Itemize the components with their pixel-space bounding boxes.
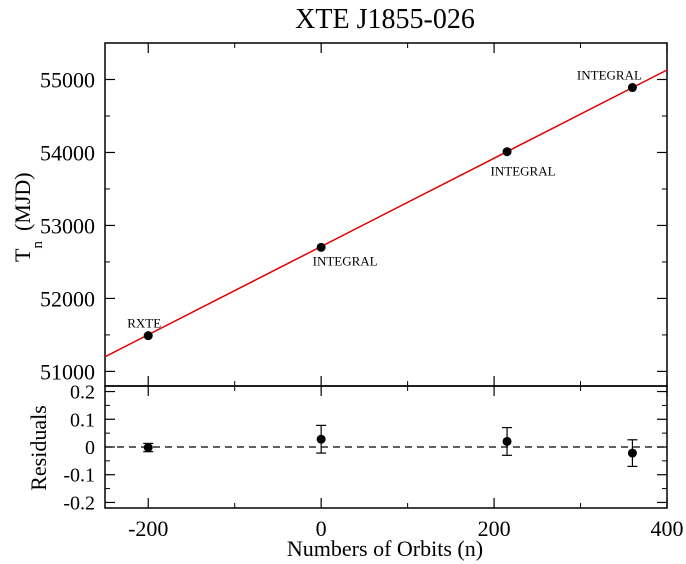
residuals-data-points bbox=[143, 424, 638, 468]
residual-data-point bbox=[502, 436, 512, 446]
residual-point-group bbox=[316, 424, 327, 454]
residual-point-group bbox=[143, 442, 154, 453]
residual-data-point bbox=[627, 448, 637, 458]
x-tick-label: -200 bbox=[128, 516, 168, 541]
y-label-subscript: n bbox=[30, 241, 46, 249]
main-data-point bbox=[502, 147, 512, 157]
res-y-tick-label: 0.2 bbox=[70, 382, 95, 404]
res-y-tick-label: -0.2 bbox=[63, 492, 95, 514]
main-y-tick-label: 55000 bbox=[40, 67, 95, 92]
x-axis-label: Numbers of Orbits (n) bbox=[287, 536, 483, 561]
main-y-tick-label: 52000 bbox=[40, 286, 95, 311]
fit-line bbox=[104, 69, 668, 358]
main-axis-ticks: 51000 52000 53000 54000 55000 bbox=[40, 42, 668, 386]
residuals-axis-ticks: -200 0 200 400 -0.2 -0.1 0 0.1 0.2 bbox=[63, 382, 683, 541]
main-plot-frame bbox=[104, 42, 668, 387]
main-y-tick-label: 51000 bbox=[40, 359, 95, 384]
y-label-main: T bbox=[10, 248, 35, 262]
main-data-point bbox=[143, 331, 153, 341]
chart-title: XTE J1855-026 bbox=[295, 4, 475, 35]
x-tick-label: 0 bbox=[316, 516, 327, 541]
residuals-panel: -200 0 200 400 -0.2 -0.1 0 0.1 0.2 bbox=[63, 382, 683, 541]
residual-point-group bbox=[627, 439, 638, 468]
x-tick-label: 200 bbox=[478, 516, 511, 541]
residuals-y-axis-label: Residuals bbox=[26, 405, 51, 491]
point-annotation: RXTE bbox=[127, 316, 161, 331]
res-y-tick-label: -0.1 bbox=[63, 465, 95, 487]
main-data-point bbox=[316, 242, 326, 252]
point-annotation: INTEGRAL bbox=[577, 68, 642, 83]
main-y-tick-label: 53000 bbox=[40, 213, 95, 238]
residual-data-point bbox=[143, 443, 153, 453]
main-data-points: RXTE INTEGRAL INTEGRAL INTEGRAL bbox=[127, 68, 642, 341]
residual-point-group bbox=[502, 426, 513, 456]
point-annotation: INTEGRAL bbox=[491, 164, 556, 179]
main-data-point bbox=[627, 83, 637, 93]
linear-fit bbox=[104, 69, 668, 358]
point-annotation: INTEGRAL bbox=[313, 253, 378, 268]
x-tick-label: 400 bbox=[651, 516, 684, 541]
res-y-tick-label: 0 bbox=[85, 437, 95, 459]
res-y-tick-label: 0.1 bbox=[70, 409, 95, 431]
y-label-unit: (MJD) bbox=[10, 172, 35, 231]
main-y-axis-label: Tn (MJD) bbox=[10, 172, 46, 262]
main-panel: 51000 52000 53000 54000 55000 RXTE INTEGRAL IN… bbox=[40, 42, 668, 387]
residual-data-point bbox=[316, 434, 326, 444]
main-y-tick-label: 54000 bbox=[40, 140, 95, 165]
